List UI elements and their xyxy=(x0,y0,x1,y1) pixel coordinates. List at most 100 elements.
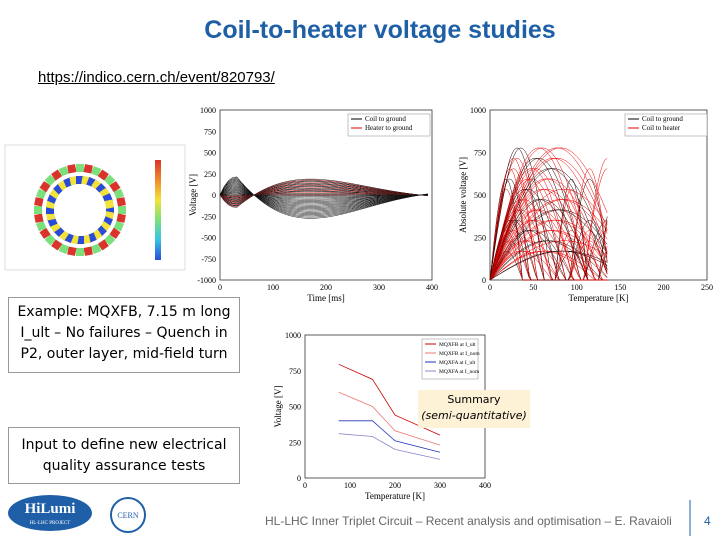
logo-hilumi xyxy=(8,495,92,531)
y-tick-label: 500 xyxy=(204,149,216,158)
legend-label: Coil to ground xyxy=(365,115,406,123)
y-axis-label: Voltage [V] xyxy=(188,174,198,216)
x-tick-label: 0 xyxy=(218,283,222,292)
x-tick-label: 200 xyxy=(389,481,401,490)
curve xyxy=(489,168,608,281)
input-box: Input to define new electrical quality a… xyxy=(8,427,240,484)
x-tick-label: 250 xyxy=(701,283,713,292)
slide-title: Coil-to-heater voltage studies xyxy=(204,16,556,44)
y-axis-label: Absolute voltage [V] xyxy=(458,157,468,233)
coil-block xyxy=(97,169,109,181)
event-link[interactable]: https://indico.cern.ch/event/820793/ xyxy=(38,69,275,86)
x-tick-label: 0 xyxy=(303,481,307,490)
trend-line xyxy=(338,391,441,446)
coil-block xyxy=(51,169,63,181)
footer-text: HL-LHC Inner Triplet Circuit – Recent an… xyxy=(265,514,672,528)
coil-block xyxy=(76,248,84,256)
curve xyxy=(489,147,608,281)
x-tick-label: 100 xyxy=(267,283,279,292)
example-box: Example: MQXFB, 7.15 m long I_ult – No f… xyxy=(8,297,240,373)
curve xyxy=(489,157,608,281)
curve xyxy=(489,250,608,281)
legend-label: MQXFA at I_ult xyxy=(439,360,476,366)
coil-block xyxy=(35,220,47,232)
legend-box xyxy=(347,113,431,137)
curve xyxy=(489,219,608,281)
logo-cern xyxy=(110,497,146,533)
y-tick-label: 750 xyxy=(204,127,216,136)
curve xyxy=(489,157,608,281)
y-tick-label: -500 xyxy=(201,234,216,243)
coil-block xyxy=(46,206,54,214)
coil-block xyxy=(104,199,115,209)
x-tick-label: 200 xyxy=(658,283,670,292)
y-tick-label: -250 xyxy=(201,212,216,221)
colorbar xyxy=(155,160,161,260)
y-tick-label: 1000 xyxy=(470,106,486,115)
y-tick-label: -1000 xyxy=(197,276,216,285)
coil-block xyxy=(113,220,125,232)
coil-block xyxy=(97,239,109,251)
y-tick-label: 0 xyxy=(212,191,216,200)
legend-label: Heater to ground xyxy=(365,124,413,132)
coil-block xyxy=(113,188,125,200)
coil-block xyxy=(44,234,56,246)
coil-block xyxy=(51,239,63,251)
coil-block xyxy=(90,243,102,255)
legend-label: MQXFB at I_nom xyxy=(439,351,480,357)
curve xyxy=(489,199,608,281)
coil-block xyxy=(83,164,93,174)
curve xyxy=(489,250,608,281)
x-tick-label: 150 xyxy=(614,283,626,292)
y-tick-label: 250 xyxy=(204,170,216,179)
logo-project-text: HL-LHC PROJECT xyxy=(30,521,71,526)
coil-block xyxy=(35,188,47,200)
trend-line xyxy=(338,420,441,453)
curve xyxy=(489,240,608,281)
coil-block xyxy=(39,181,51,193)
coil-block xyxy=(106,206,114,214)
x-tick-label: 200 xyxy=(320,283,332,292)
curve xyxy=(219,176,428,219)
coil-block xyxy=(34,206,42,214)
y-tick-label: 750 xyxy=(289,367,301,376)
coil-block xyxy=(39,227,51,239)
coil-block xyxy=(67,246,77,256)
x-tick-label: 50 xyxy=(529,283,537,292)
coil-block xyxy=(109,227,121,239)
coil-block xyxy=(109,181,121,193)
x-tick-label: 100 xyxy=(571,283,583,292)
curve xyxy=(489,209,608,281)
coil-block xyxy=(58,243,70,255)
x-axis-label: Temperature [K] xyxy=(568,293,628,303)
y-tick-label: 0 xyxy=(297,474,301,483)
coil-block xyxy=(34,213,44,223)
curve xyxy=(219,178,428,208)
curve xyxy=(489,219,608,281)
y-tick-label: 500 xyxy=(474,191,486,200)
curve xyxy=(489,188,608,281)
summary-box: Summary (semi-quantitative) xyxy=(418,390,530,428)
y-tick-label: 750 xyxy=(474,149,486,158)
y-tick-label: 1000 xyxy=(285,331,301,340)
legend-label: Coil to heater xyxy=(642,124,681,132)
legend-label: Coil to ground xyxy=(642,115,683,123)
coil-block xyxy=(67,164,77,174)
curve xyxy=(489,147,608,281)
coil-block xyxy=(83,246,93,256)
logo-hilumi-text: HiLumi xyxy=(25,501,76,517)
coil-block xyxy=(116,197,126,207)
trend-line xyxy=(338,363,441,436)
coil-block xyxy=(58,165,70,177)
page-number: 4 xyxy=(704,514,711,528)
x-tick-label: 0 xyxy=(488,283,492,292)
curve xyxy=(489,240,608,281)
legend-label: MQXFB at I_ult xyxy=(439,342,476,348)
curve xyxy=(489,178,608,281)
x-axis-label: Time [ms] xyxy=(307,293,344,303)
coil-block xyxy=(34,197,44,207)
x-tick-label: 300 xyxy=(373,283,385,292)
summary-title: Summary xyxy=(447,393,501,406)
x-tick-label: 100 xyxy=(344,481,356,490)
